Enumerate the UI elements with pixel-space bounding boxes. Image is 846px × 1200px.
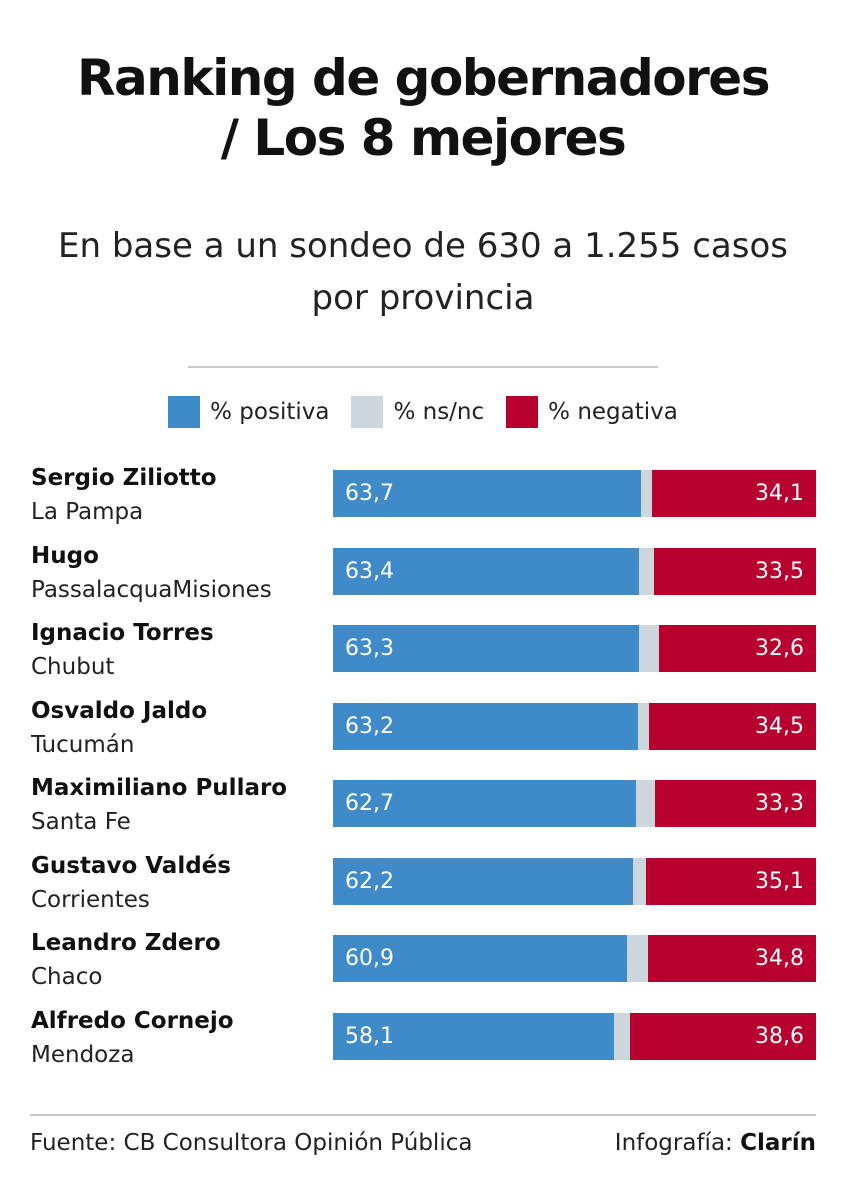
bar-segment-pos: 58,1 <box>333 1012 614 1060</box>
stacked-bar: 63,3 32,6 <box>333 625 816 672</box>
bar-segment-nsnc <box>633 857 646 905</box>
governor-name: Leandro Zdero <box>31 930 221 956</box>
stacked-bar: 62,7 33,3 <box>333 780 816 827</box>
stacked-bar: 60,9 34,8 <box>333 935 816 982</box>
data-label-neg: 34,8 <box>755 946 804 971</box>
bar-row: Maximiliano Pullaro Santa Fe 62,7 33,3 <box>0 772 846 849</box>
data-label-pos: 58,1 <box>345 1023 394 1049</box>
bar-segment-pos: 63,4 <box>333 547 639 595</box>
governor-name: Gustavo Valdés <box>31 852 231 879</box>
source-note: Fuente: CB Consultora Opinión Pública <box>30 1130 473 1156</box>
footer-divider <box>30 1114 816 1116</box>
bar-row: Sergio Ziliotto La Pampa 63,7 34,1 <box>0 462 846 539</box>
data-label-pos: 63,3 <box>345 636 394 661</box>
stacked-bar: 62,2 35,1 <box>333 857 816 905</box>
governor-name: Hugo <box>31 542 99 569</box>
legend-item-positiva: % positiva <box>168 396 329 428</box>
data-label-neg: 38,6 <box>755 1023 804 1049</box>
data-label-neg: 34,1 <box>755 481 804 506</box>
data-label-neg: 34,5 <box>755 713 804 739</box>
data-label-neg: 35,1 <box>755 868 804 894</box>
chart-subtitle: En base a un sondeo de 630 a 1.255 casos… <box>0 220 846 324</box>
province-name: Santa Fe <box>31 809 131 835</box>
bar-segment-pos: 62,7 <box>333 780 636 827</box>
subtitle-line-1: En base a un sondeo de 630 a 1.255 casos <box>58 226 788 266</box>
data-label-pos: 63,2 <box>345 713 394 739</box>
governor-name: Alfredo Cornejo <box>31 1007 234 1034</box>
governor-name: Osvaldo Jaldo <box>31 697 208 724</box>
bar-segment-neg: 34,1 <box>652 470 816 517</box>
data-label-neg: 33,5 <box>755 558 804 584</box>
province-name: Chaco <box>31 964 103 990</box>
bar-segment-nsnc <box>641 470 652 517</box>
bar-segment-neg: 32,6 <box>659 625 816 672</box>
credit-prefix: Infografía: <box>614 1130 733 1156</box>
data-label-neg: 33,3 <box>755 791 804 816</box>
bar-segment-nsnc <box>639 547 654 595</box>
chart-legend: % positiva % ns/nc % negativa <box>0 394 846 430</box>
province-name: PassalacquaMisiones <box>31 576 272 603</box>
bar-segment-nsnc <box>627 935 648 982</box>
bar-segment-pos: 63,7 <box>333 470 641 517</box>
stacked-bar: 63,2 34,5 <box>333 702 816 750</box>
chart-title: Ranking de gobernadores / Los 8 mejores <box>0 48 846 168</box>
bar-row: Leandro Zdero Chaco 60,9 34,8 <box>0 927 846 1004</box>
bar-segment-pos: 60,9 <box>333 935 627 982</box>
legend-swatch-nsnc <box>351 396 384 428</box>
title-line-1: Ranking de gobernadores <box>77 49 770 107</box>
bar-row: Alfredo Cornejo Mendoza 58,1 38,6 <box>0 1005 846 1082</box>
data-label-pos: 62,2 <box>345 868 394 894</box>
bar-segment-pos: 63,2 <box>333 702 638 750</box>
bar-segment-neg: 34,8 <box>648 935 816 982</box>
data-label-pos: 62,7 <box>345 791 394 816</box>
bar-segment-nsnc <box>638 702 649 750</box>
stacked-bar: 63,7 34,1 <box>333 470 816 517</box>
legend-label-negativa: % negativa <box>548 399 678 425</box>
bar-segment-nsnc <box>639 625 659 672</box>
province-name: Tucumán <box>31 731 135 758</box>
governor-name: Maximiliano Pullaro <box>31 775 288 801</box>
bar-segment-neg: 33,5 <box>654 547 816 595</box>
stacked-bar: 63,4 33,5 <box>333 547 816 595</box>
bar-segment-pos: 62,2 <box>333 857 633 905</box>
legend-item-negativa: % negativa <box>506 396 678 428</box>
bar-row: Gustavo Valdés Corrientes 62,2 35,1 <box>0 850 846 927</box>
province-name: Chubut <box>31 654 115 680</box>
data-label-neg: 32,6 <box>755 636 804 661</box>
bar-segment-nsnc <box>614 1012 630 1060</box>
subtitle-line-2: por provincia <box>311 278 535 318</box>
bar-row: Ignacio Torres Chubut 63,3 32,6 <box>0 617 846 694</box>
stacked-bar: 58,1 38,6 <box>333 1012 816 1060</box>
bar-row: Hugo PassalacquaMisiones 63,4 33,5 <box>0 540 846 617</box>
credit-brand: Clarín <box>740 1130 816 1156</box>
bar-row: Osvaldo Jaldo Tucumán 63,2 34,5 <box>0 695 846 772</box>
bar-segment-neg: 33,3 <box>655 780 816 827</box>
legend-item-nsnc: % ns/nc <box>351 396 484 428</box>
data-label-pos: 63,4 <box>345 558 394 584</box>
title-line-2: / Los 8 mejores <box>220 109 627 167</box>
bar-segment-pos: 63,3 <box>333 625 639 672</box>
data-label-pos: 63,7 <box>345 481 394 506</box>
legend-swatch-positiva <box>168 396 201 428</box>
legend-label-positiva: % positiva <box>210 399 330 425</box>
legend-label-nsnc: % ns/nc <box>393 399 485 425</box>
bar-segment-neg: 35,1 <box>646 857 816 905</box>
legend-swatch-negativa <box>506 396 539 428</box>
bar-segment-nsnc <box>636 780 655 827</box>
credit-note: Infografía: Clarín <box>615 1126 816 1160</box>
province-name: Corrientes <box>31 886 150 913</box>
province-name: La Pampa <box>31 499 144 525</box>
governor-name: Sergio Ziliotto <box>31 465 217 491</box>
province-name: Mendoza <box>31 1041 135 1068</box>
bar-segment-neg: 34,5 <box>649 702 816 750</box>
governor-name: Ignacio Torres <box>31 620 214 646</box>
data-label-pos: 60,9 <box>345 946 394 971</box>
header-divider <box>188 366 658 368</box>
bar-segment-neg: 38,6 <box>630 1012 816 1060</box>
